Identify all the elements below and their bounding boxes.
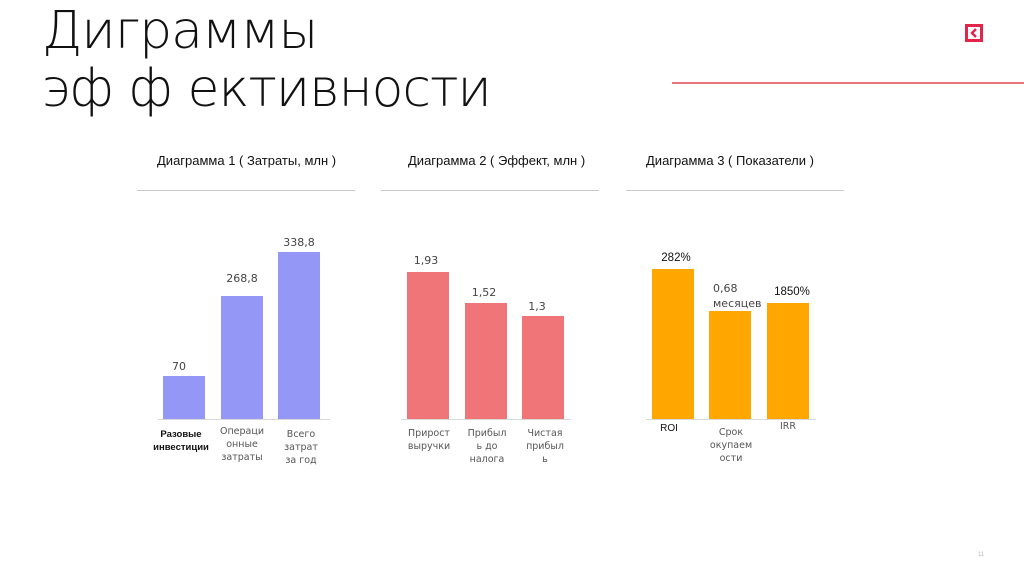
chart-2-axis — [401, 419, 571, 420]
chart-2-category-1: Прирост выручки — [407, 428, 451, 452]
chart-3-bar-1 — [652, 269, 694, 419]
chart-3-value-2: 0,68 месяцев — [713, 282, 762, 310]
chart-1-value-1: 70 — [172, 360, 186, 373]
chart-2-bar-2 — [465, 303, 507, 419]
header-divider — [672, 82, 1024, 84]
chart-1-bar-2 — [221, 296, 263, 419]
chart-3-axis — [646, 419, 816, 420]
chart-3-rule — [626, 190, 844, 191]
chart-3-category-2: Срок окупаем ости — [709, 427, 753, 464]
page-title-line2: эф ф ективности — [42, 59, 492, 119]
chart-1-category-2: Операци онные затраты — [219, 426, 265, 463]
page-title: Диграммы эф ф ективности — [42, 1, 492, 119]
chart-3-category-3: IRR — [779, 421, 796, 432]
chart-2-rule — [381, 190, 599, 191]
chart-3-title: Диаграмма 3 ( Показатели ) — [646, 153, 814, 168]
chart-2-value-2: 1,52 — [471, 286, 497, 299]
chart-2-title: Диаграмма 2 ( Эффект, млн ) — [408, 153, 586, 168]
chart-1-bar-3 — [278, 252, 320, 419]
chart-2-bar-3 — [522, 316, 564, 419]
chart-1-category-3: Всего затрат за год — [284, 429, 318, 466]
chart-2-category-3: Чистая прибыл ь — [526, 428, 564, 465]
page-number: 11 — [978, 552, 985, 558]
chart-3-bar-2 — [709, 311, 751, 419]
page-title-line1: Диграммы — [42, 1, 318, 61]
chart-1-bar-1 — [163, 376, 205, 419]
chart-1-value-2: 268,8 — [226, 272, 258, 285]
chart-2-value-1: 1,93 — [413, 254, 439, 267]
chart-3-value-1: 282% — [661, 252, 691, 264]
chart-1-category-1: Разовые инвестиции — [153, 429, 209, 453]
chart-1-title: Диаграмма 1 ( Затраты, млн ) — [157, 153, 337, 168]
back-button[interactable] — [965, 24, 983, 42]
chart-1-axis — [158, 419, 330, 420]
chart-2-category-2: Прибыл ь до налога — [467, 428, 507, 465]
chart-3-category-1: ROI — [660, 423, 678, 434]
chart-3-bar-3 — [767, 303, 809, 419]
chart-2-value-3: 1,3 — [528, 300, 546, 313]
chart-1-value-3: 338,8 — [283, 236, 315, 249]
chart-3-value-3: 1850% — [774, 286, 810, 298]
chart-2-bar-1 — [407, 272, 449, 419]
back-arrow-icon — [970, 28, 977, 38]
chart-1-rule — [137, 190, 355, 191]
